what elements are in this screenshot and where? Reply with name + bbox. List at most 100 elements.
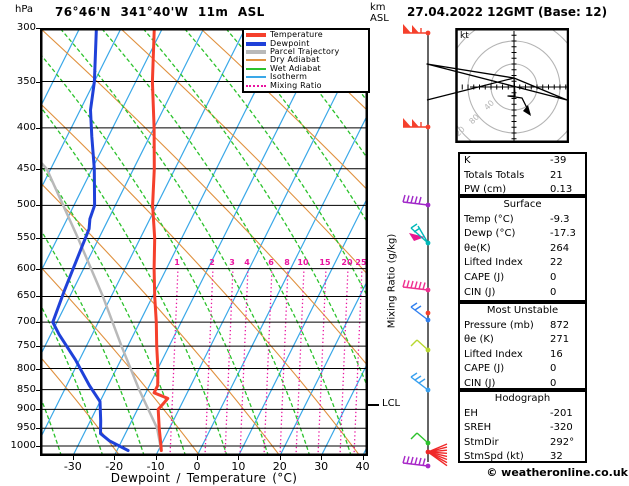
panel-row-value: 0: [550, 271, 557, 283]
height-axis-unit-asl: ASL: [370, 13, 389, 24]
panel-row: CIN (J) 0: [460, 377, 585, 392]
panel-row-label: EH: [464, 407, 478, 419]
panel-row-label: CAPE (J): [464, 271, 505, 283]
wind-barb: [402, 455, 431, 469]
panel-row-value: 21: [550, 169, 563, 181]
panel-row-value: -320: [550, 422, 573, 434]
pressure-tick-label: 300: [16, 22, 36, 33]
temp-tick: [155, 456, 157, 460]
legend-item-label: Isotherm: [270, 72, 308, 82]
wind-barb: [409, 233, 425, 241]
panel-row: CIN (J) 0: [460, 286, 585, 301]
wind-barb: [402, 279, 431, 293]
temp-tick-label: 0: [193, 460, 201, 473]
pressure-tick: [36, 238, 40, 240]
mixing-ratio-value-label: 8: [284, 258, 290, 267]
pressure-tick-label: 1000: [10, 440, 36, 451]
panel-row: Totals Totals 21: [460, 169, 585, 184]
panel-row-value: 0: [550, 286, 557, 298]
pressure-tick-label: 600: [16, 262, 36, 274]
panel-row-label: Lifted Index: [464, 257, 523, 269]
mixing-ratio-value-label: 4: [244, 258, 250, 267]
panel-row-label: StmSpd (kt): [464, 451, 524, 463]
mixing-ratio-lines: 1 2 3 4 6 8 10 15 20 25: [169, 258, 367, 456]
panel-row: θe(K) 264: [460, 242, 585, 257]
pressure-tick: [36, 446, 40, 447]
panel-row: Temp (°C) -9.3: [460, 213, 585, 228]
panel-row: EH -201: [460, 407, 585, 422]
wind-barb: [410, 223, 431, 246]
wind-barb: [402, 194, 431, 208]
mixing-ratio-value-label: 1: [174, 258, 180, 267]
wind-barb: [410, 432, 431, 446]
legend-item: Dewpoint: [246, 39, 368, 48]
temperature-trace: [150, 28, 170, 452]
legend-line-sample: [246, 50, 266, 55]
temp-tick: [321, 456, 323, 460]
legend-line-sample: [246, 84, 266, 87]
panel-indices: K -39 Totals Totals 21 PW (cm) 0.13: [458, 152, 587, 196]
wind-barb-column: [402, 24, 448, 469]
height-axis-unit-km: km: [370, 2, 386, 13]
station-title: 76°46'N 341°40'W 11m ASL: [55, 5, 265, 19]
dewpoint-trace: [51, 28, 130, 452]
pressure-tick-label: 650: [16, 290, 36, 302]
panel-row-label: Lifted Index: [464, 348, 523, 360]
panel-row-value: 0.13: [550, 184, 573, 196]
panel-row-value: 271: [550, 334, 570, 346]
pressure-axis-unit: hPa: [15, 4, 34, 15]
panel-row-label: Temp (°C): [464, 213, 514, 225]
legend-item-label: Parcel Trajectory: [270, 47, 340, 57]
temp-tick: [114, 456, 116, 460]
wind-barb: [425, 443, 448, 467]
pressure-tick: [36, 28, 40, 29]
legend-line-sample: [246, 67, 266, 70]
pressure-tick-label: 350: [16, 75, 36, 87]
panel-row: CAPE (J) 0: [460, 362, 585, 377]
panel-title: Hodograph: [494, 393, 551, 404]
hodograph-ring-label: 40: [482, 98, 496, 112]
pressure-tick: [36, 127, 40, 129]
hodograph-unit-label: kt: [460, 31, 469, 41]
panel-row-value: 0: [550, 363, 557, 375]
hodograph-trace: [426, 63, 568, 115]
panel-title: Most Unstable: [486, 305, 559, 316]
mixing-ratio-value-label: 15: [319, 258, 331, 267]
panel-row-label: Totals Totals: [464, 169, 525, 181]
wind-barb: [425, 310, 431, 316]
panel-row: Dewp (°C) -17.3: [460, 227, 585, 242]
panel-row-label: θe (K): [464, 334, 494, 346]
copyright: © weatheronline.co.uk: [486, 466, 628, 479]
x-axis-title: Dewpoint / Temperature (°C): [110, 471, 298, 485]
temp-tick-label: -20: [105, 460, 124, 473]
panel-row-label: Pressure (mb): [464, 319, 534, 331]
panel-row-value: -9.3: [550, 213, 570, 225]
wind-barb: [403, 24, 431, 36]
panel-row-label: θe(K): [464, 242, 491, 254]
hodograph-ring-label: 120: [450, 125, 467, 142]
pressure-tick: [36, 168, 40, 170]
panel-row-value: -201: [550, 407, 573, 419]
wind-barb: [403, 118, 431, 130]
skewt-diagram: 1 2 3 4 6 8 10 15 20 25: [40, 28, 368, 456]
panel-row: K -39: [460, 154, 585, 169]
hodograph-border: [455, 28, 569, 143]
temp-tick-label: 20: [272, 460, 287, 473]
pressure-tick: [36, 268, 40, 270]
legend-item: Isotherm: [246, 73, 368, 81]
parcel-trajectory-trace: [40, 159, 163, 452]
pressure-tick: [36, 346, 40, 348]
legend-item-label: Temperature: [270, 30, 323, 40]
legend-line-sample: [246, 33, 266, 38]
pressure-tick-label: 800: [16, 362, 36, 374]
pressure-tick: [36, 389, 40, 391]
pressure-tick: [36, 322, 40, 324]
temp-tick: [72, 456, 74, 460]
panel-row: StmDir 292°: [460, 436, 585, 451]
legend-item: Dry Adiabat: [246, 56, 368, 64]
pressure-tick: [36, 205, 40, 207]
pressure-tick: [36, 428, 40, 430]
panel-row-label: SREH: [464, 422, 492, 434]
panel-hodograph: Hodograph EH -201 SREH -320 StmDir 292° StmSpd …: [458, 390, 587, 463]
